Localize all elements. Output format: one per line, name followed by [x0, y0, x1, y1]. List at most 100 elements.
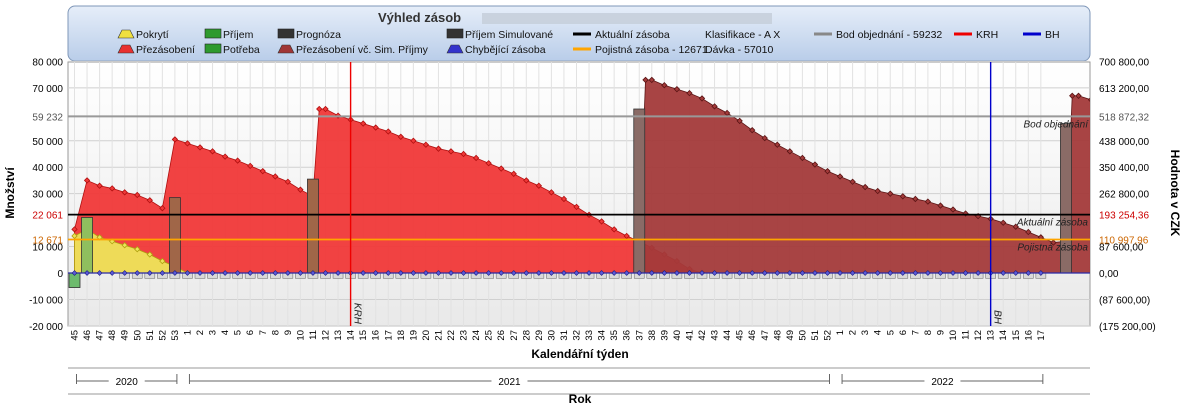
x-tick-label: 3 [208, 330, 219, 335]
series-point-chybejici [749, 270, 756, 276]
x-tick-label: 17 [383, 330, 394, 341]
series-point [949, 206, 957, 213]
series-point-chybejici [285, 270, 291, 276]
series-point-chybejici [71, 270, 78, 276]
x-tick-label: 2 [195, 330, 206, 335]
series-point-chybejici [360, 270, 366, 276]
series-point-chybejici [310, 270, 316, 276]
y-tick-label: -20 000 [29, 322, 63, 333]
series-point-chybejici [485, 270, 492, 276]
x-tick-label: 34 [597, 330, 608, 341]
legend-swatch [117, 44, 135, 54]
bar-p-jem-simulovan- [633, 108, 646, 274]
series-point-chybejici [473, 270, 479, 276]
series-point-chybejici [962, 270, 969, 276]
year-label: 2021 [498, 377, 521, 388]
series-point-chybejici [724, 270, 730, 276]
legend-swatch [204, 28, 222, 39]
series-point [623, 232, 630, 240]
legend-swatch [277, 44, 295, 54]
x2-axis-label: Rok [569, 392, 592, 406]
chart-title: Výhled zásob [378, 10, 461, 25]
series-point [1164, 113, 1169, 118]
series-point [924, 198, 932, 205]
series-point-chybejici [561, 270, 567, 276]
x-tick-label: 28 [521, 330, 532, 341]
y-tick-label: 30 000 [32, 190, 63, 201]
series-point [1025, 228, 1032, 236]
series-point [146, 197, 153, 204]
y-tick-label: 0 [57, 269, 63, 280]
series-point [71, 226, 78, 233]
x-tick-label: 15 [358, 330, 369, 341]
series-point [642, 76, 649, 84]
x-tick-label: 53 [170, 330, 181, 341]
series-point-chybejici [812, 270, 818, 276]
series-point [146, 251, 153, 258]
x-tick-label: 5 [233, 330, 244, 335]
legend-swatch [117, 29, 135, 39]
legend-swatch [446, 44, 464, 54]
x-axis: 45 46 47 48 49 50 51 52 53 1 2 3 4 5 6 7 8 9 10 11 12 13 14 15 1… [70, 330, 1047, 341]
y-tick-label: -10 000 [29, 295, 63, 306]
series-point-chybejici [272, 270, 279, 276]
series-point-chybejici [460, 270, 467, 276]
series-point-chybejici [787, 270, 793, 276]
series-point-chybejici [862, 270, 868, 276]
y-tick-label: 80 000 [32, 57, 63, 68]
x-tick-label: 21 [433, 330, 444, 341]
series-point-chybejici [1012, 270, 1019, 276]
x-tick-label: 4 [220, 330, 231, 335]
ref-label: Bod objednání [1023, 119, 1089, 130]
year-label: 2022 [931, 377, 954, 388]
chart-legend: Pokrytí Příjem Prognóza Příjem Simulované Ak… [117, 28, 1060, 56]
series-point [134, 246, 141, 253]
x-tick-label: 43 [710, 330, 721, 341]
series-point-chybejici [937, 270, 944, 276]
series-point-chybejici [686, 270, 693, 276]
series-point [861, 183, 869, 191]
y-axis-left: 80 000 70 000 50 000 40 000 30 000 10 000 0 -10… [29, 57, 63, 333]
series-point-chybejici [410, 270, 417, 276]
x-tick-label: 1 [182, 330, 193, 335]
series-point [1050, 239, 1057, 246]
series-point [221, 153, 229, 160]
x-tick-label: 44 [722, 330, 733, 341]
bar-p-jem-simulovan- [307, 178, 319, 274]
series-point [648, 76, 655, 84]
series-point [247, 162, 254, 170]
legend-label: Dávka - 57010 [705, 44, 773, 56]
year-label: 2020 [116, 377, 139, 388]
y-tick-label: 40 000 [32, 163, 63, 174]
x-tick-label: 46 [747, 330, 758, 341]
x-tick-label: 30 [546, 330, 557, 341]
marker-label: KRH [352, 303, 363, 325]
legend-swatch [204, 43, 222, 54]
series-point [698, 95, 706, 102]
series-point-chybejici [96, 270, 103, 276]
x-tick-label: 45 [70, 330, 81, 341]
series-point [761, 134, 768, 142]
bar-p-jem [81, 217, 93, 274]
legend-swatch [446, 28, 464, 39]
series-point [71, 232, 78, 240]
series-point-chybejici [134, 270, 141, 276]
series-point [316, 105, 323, 113]
series-point-chybejici [648, 270, 655, 276]
series-point [359, 120, 367, 127]
series-point [422, 141, 430, 148]
series-point [849, 178, 856, 185]
x-tick-label: 9 [935, 330, 946, 335]
y2-tick-label: 438 000,00 [1099, 137, 1149, 148]
x-tick-label: 16 [1023, 330, 1034, 341]
series-point-chybejici [975, 270, 981, 276]
series-point [1176, 116, 1181, 121]
title-redaction [482, 13, 772, 24]
series-point [774, 141, 781, 148]
series-point [435, 145, 442, 152]
legend-label: Přezásobení [136, 44, 195, 56]
series-point [560, 195, 568, 203]
series-point [749, 127, 756, 134]
series-point-chybejici [586, 270, 592, 276]
